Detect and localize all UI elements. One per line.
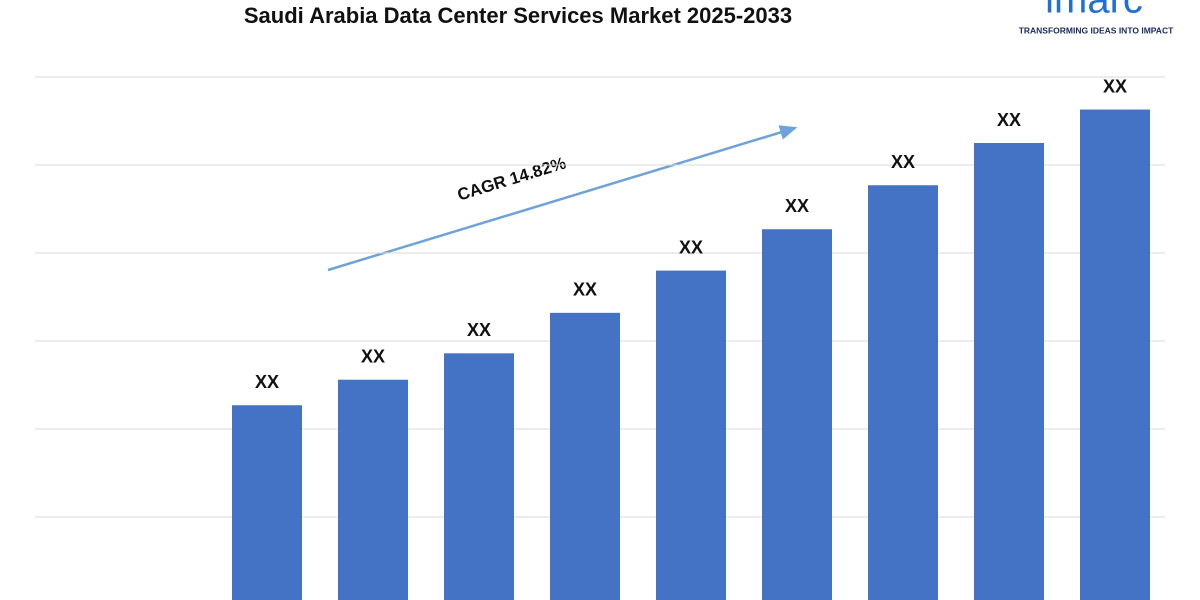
cagr-arrow: [327, 125, 798, 272]
bar: [1080, 109, 1150, 600]
chart-title: Saudi Arabia Data Center Services Market…: [244, 3, 792, 28]
bar: [974, 143, 1044, 600]
bar: [338, 379, 408, 600]
data-label: XX: [785, 196, 809, 216]
data-label: XX: [679, 237, 703, 257]
data-label: XX: [361, 346, 385, 366]
data-label: XX: [467, 320, 491, 340]
logo-name: imarc: [1045, 0, 1143, 22]
bar: [656, 270, 726, 600]
bar: [868, 185, 938, 600]
logo-tagline: TRANSFORMING IDEAS INTO IMPACT: [1019, 25, 1174, 35]
bar: [550, 312, 620, 600]
data-label: XX: [1103, 76, 1127, 96]
bar: [232, 405, 302, 600]
bar: [762, 229, 832, 600]
data-label: XX: [891, 152, 915, 172]
data-label: XX: [573, 280, 597, 300]
data-label: XX: [997, 110, 1021, 130]
data-label: XX: [255, 372, 279, 392]
bar: [444, 353, 514, 600]
cagr-annotation: CAGR 14.82%: [455, 154, 568, 205]
